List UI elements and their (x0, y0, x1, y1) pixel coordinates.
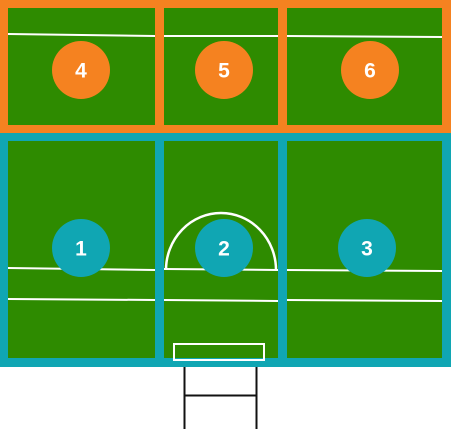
zone-number: 5 (218, 60, 230, 83)
zone-badge-6: 6 (341, 41, 399, 99)
zone-badge-2: 2 (195, 219, 253, 277)
zone-badge-3: 3 (338, 219, 396, 277)
goal-arc (164, 211, 278, 271)
zone-badge-5: 5 (195, 41, 253, 99)
zone-badge-4: 4 (52, 41, 110, 99)
zone-badge-circle (341, 41, 399, 99)
field-line (286, 299, 443, 302)
field-line (7, 33, 156, 37)
zone-number: 2 (218, 238, 230, 261)
field-line (7, 298, 156, 301)
field-line (163, 299, 279, 302)
zone-number: 6 (364, 60, 376, 83)
zone-badge-circle (52, 41, 110, 99)
goal-box (173, 343, 265, 361)
zone-badge-circle (195, 219, 253, 277)
zone-badge-circle (52, 219, 110, 277)
field-line (286, 35, 443, 38)
zone-badge-circle (338, 219, 396, 277)
zone-badge-circle (195, 41, 253, 99)
zone-number: 1 (75, 238, 87, 261)
goal-posts (183, 367, 258, 429)
zone-badge-1: 1 (52, 219, 110, 277)
zone-number: 4 (75, 60, 87, 83)
zone-number: 3 (361, 238, 373, 261)
